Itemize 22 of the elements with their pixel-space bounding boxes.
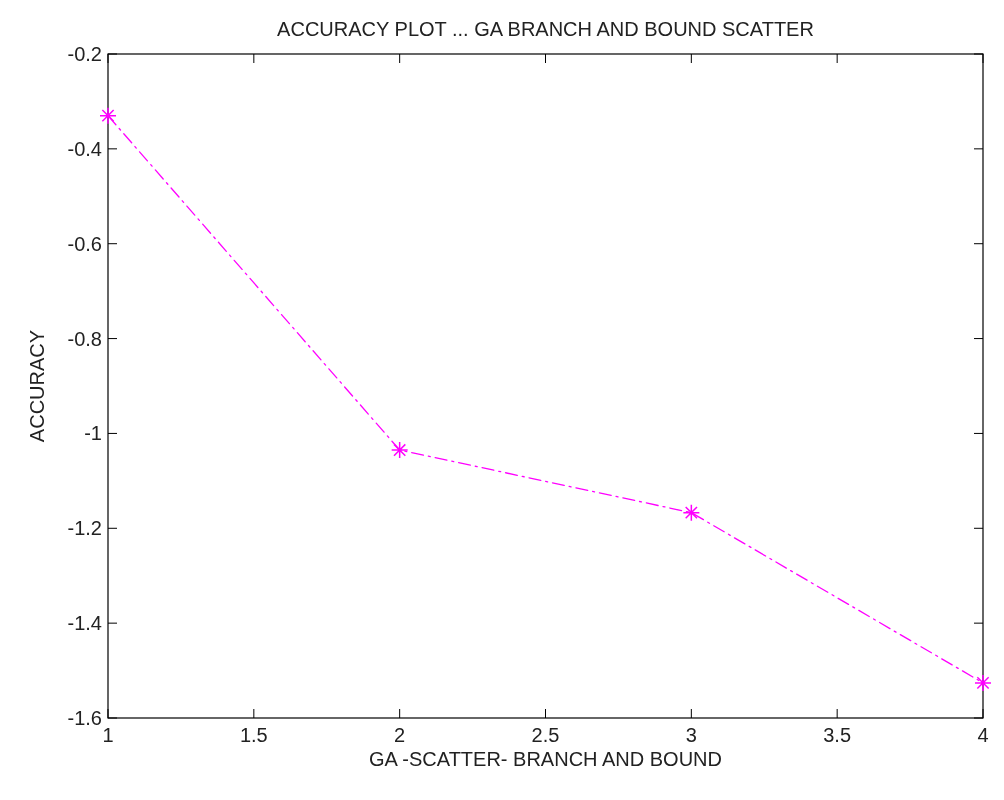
y-tick-label: -0.2	[67, 43, 102, 65]
point	[99, 106, 117, 125]
x-axis-title: GA -SCATTER- BRANCH AND BOUND	[369, 748, 722, 770]
x-tick-label: 4	[977, 724, 989, 746]
y-tick-label: -0.6	[67, 232, 102, 255]
x-tick-label: 3	[685, 724, 697, 746]
x-tick-label: 1.5	[239, 724, 268, 746]
x-tick-label: 3.5	[823, 724, 852, 746]
x-tick-label: 2.5	[531, 724, 560, 746]
point	[390, 441, 409, 459]
x-tick-label: 2	[394, 724, 406, 746]
point	[682, 503, 701, 522]
chart-title: ACCURACY PLOT ... GA BRANCH AND BOUND SCATTER	[277, 18, 814, 40]
y-tick-label: -1.2	[67, 517, 102, 540]
y-axis-title: ACCURACY	[26, 329, 48, 443]
point	[974, 674, 992, 692]
y-tick-label: -1.6	[67, 707, 102, 729]
x-tick-label: 1	[102, 724, 114, 746]
y-tick-label: -0.4	[67, 137, 102, 160]
y-tick-label: -0.8	[67, 327, 102, 350]
y-tick-label: -1	[84, 422, 102, 445]
y-tick-label: -1.4	[67, 612, 102, 635]
